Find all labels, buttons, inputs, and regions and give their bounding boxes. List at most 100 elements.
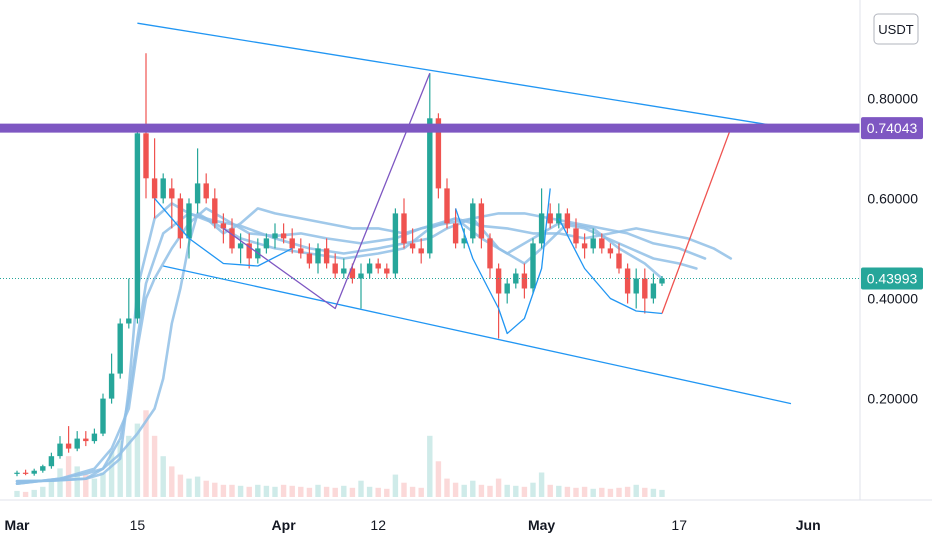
candle[interactable] xyxy=(117,318,123,379)
candle[interactable] xyxy=(91,428,98,444)
candle[interactable] xyxy=(237,233,244,264)
volume-bar xyxy=(461,484,467,497)
candle[interactable] xyxy=(40,464,46,473)
annotation-arc[interactable] xyxy=(558,218,663,315)
candle[interactable] xyxy=(203,173,209,204)
candle[interactable] xyxy=(530,238,536,294)
candle[interactable] xyxy=(375,258,381,274)
candle[interactable] xyxy=(108,353,115,404)
candle[interactable] xyxy=(607,243,614,259)
candle-body xyxy=(409,243,416,249)
candle[interactable] xyxy=(298,238,304,259)
candle[interactable] xyxy=(384,263,390,279)
candle[interactable] xyxy=(401,198,407,249)
candle[interactable] xyxy=(194,148,201,214)
candle[interactable] xyxy=(177,193,184,249)
currency-label[interactable]: USDT xyxy=(873,13,919,45)
candle[interactable] xyxy=(470,198,476,244)
annotation-channel-bottom[interactable] xyxy=(163,265,792,405)
volume-bar xyxy=(134,423,141,497)
volume-bar xyxy=(315,484,321,497)
candle[interactable] xyxy=(599,233,605,254)
candle[interactable] xyxy=(504,278,510,304)
candle[interactable] xyxy=(134,128,141,324)
candle[interactable] xyxy=(427,73,433,259)
candle[interactable] xyxy=(57,436,63,459)
candle[interactable] xyxy=(65,426,72,453)
candle[interactable] xyxy=(616,243,622,274)
drawing-annotations[interactable] xyxy=(137,22,792,405)
candle[interactable] xyxy=(659,276,665,286)
candle[interactable] xyxy=(409,228,416,254)
candle-body xyxy=(616,253,622,269)
candle[interactable] xyxy=(366,258,373,279)
candlesticks[interactable] xyxy=(14,53,665,477)
volume-bar xyxy=(186,478,192,497)
candle[interactable] xyxy=(547,203,553,229)
candle[interactable] xyxy=(289,228,295,254)
annotation-channel-top[interactable] xyxy=(137,22,792,129)
time-tick-label: 15 xyxy=(130,517,146,533)
annotation-zigzag[interactable] xyxy=(223,73,431,310)
candle[interactable] xyxy=(272,223,278,249)
candle[interactable] xyxy=(31,468,37,476)
candle[interactable] xyxy=(590,228,596,254)
volume-bar xyxy=(151,435,158,497)
candle[interactable] xyxy=(564,208,571,234)
volume-bar xyxy=(650,488,657,497)
candle[interactable] xyxy=(263,233,270,254)
candle[interactable] xyxy=(74,431,80,452)
candle[interactable] xyxy=(392,208,399,279)
candle[interactable] xyxy=(581,233,588,259)
candle[interactable] xyxy=(323,238,330,269)
candle[interactable] xyxy=(642,268,648,314)
candle[interactable] xyxy=(151,138,158,219)
candle[interactable] xyxy=(341,258,347,279)
currency-label-text: USDT xyxy=(878,22,913,37)
candle[interactable] xyxy=(633,268,639,309)
candle[interactable] xyxy=(169,178,175,229)
time-tick-label: Mar xyxy=(5,517,30,533)
candle[interactable] xyxy=(229,218,235,254)
currency-label-box[interactable] xyxy=(873,13,919,45)
candle[interactable] xyxy=(444,178,450,229)
candle-body xyxy=(366,263,373,274)
annotation-arc[interactable] xyxy=(454,188,551,335)
price-badge: 0.74043 xyxy=(861,117,923,140)
price-tick-label: 0.20000 xyxy=(867,391,918,407)
candle[interactable] xyxy=(186,198,192,259)
candle[interactable] xyxy=(306,243,313,269)
candle[interactable] xyxy=(521,263,528,299)
volume-bar xyxy=(659,489,665,497)
candle[interactable] xyxy=(487,233,493,279)
candle[interactable] xyxy=(280,223,287,244)
candle[interactable] xyxy=(14,470,20,477)
candle[interactable] xyxy=(212,188,218,229)
candle[interactable] xyxy=(246,233,252,269)
candle[interactable] xyxy=(624,263,631,304)
volume-bar xyxy=(616,487,622,497)
candle[interactable] xyxy=(332,253,338,279)
volume-bar xyxy=(100,472,106,497)
candle[interactable] xyxy=(48,452,55,469)
candle[interactable] xyxy=(358,263,364,309)
annotation-arc[interactable] xyxy=(154,197,293,267)
candle[interactable] xyxy=(22,469,29,476)
candle[interactable] xyxy=(160,173,166,204)
candle[interactable] xyxy=(538,188,545,249)
price-badge-box xyxy=(861,117,923,140)
candle[interactable] xyxy=(100,393,106,437)
candle[interactable] xyxy=(650,273,657,304)
candle[interactable] xyxy=(315,243,321,274)
candle[interactable] xyxy=(513,268,519,289)
candle[interactable] xyxy=(573,218,579,249)
annotation-projection[interactable] xyxy=(661,128,732,314)
candle[interactable] xyxy=(478,198,485,249)
candle[interactable] xyxy=(452,208,459,249)
candle[interactable] xyxy=(418,238,424,264)
candle[interactable] xyxy=(126,278,132,329)
candle[interactable] xyxy=(495,263,502,339)
volume-bar xyxy=(470,480,476,497)
candle[interactable] xyxy=(83,431,89,447)
